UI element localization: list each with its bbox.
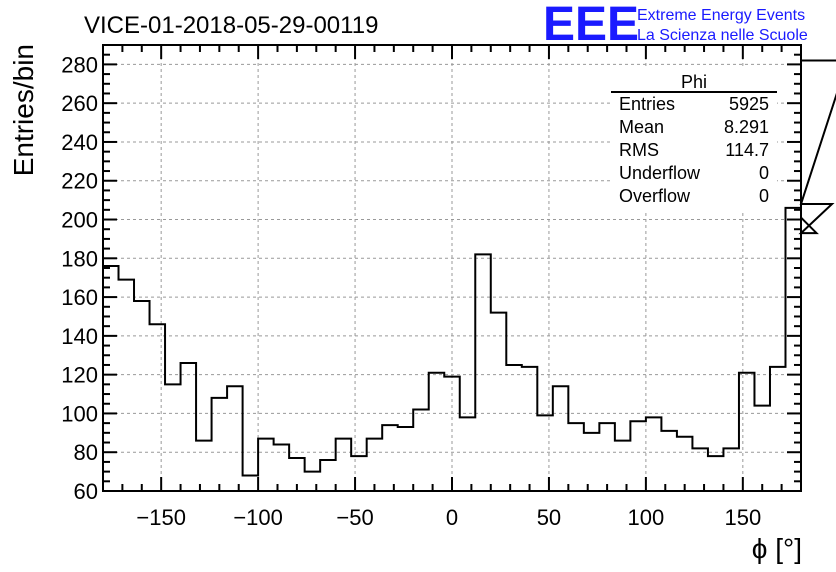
logo-line1: Extreme Energy Events: [637, 7, 805, 24]
stats-row-label: Entries: [619, 94, 675, 114]
y-tick-labels: 60 80 100 120 140 160 180 200 220 240 260 280: [61, 52, 98, 504]
x-tick-label: 0: [446, 505, 458, 530]
stats-rows: Entries 5925 Mean 8.291 RMS 114.7 Underflow 0 Ov…: [619, 94, 769, 206]
y-axis-title: Entries/bin: [8, 44, 39, 176]
y-tick-label: 280: [61, 52, 98, 77]
x-tick-label: 100: [628, 505, 665, 530]
stats-row-label: Mean: [619, 117, 664, 137]
y-tick-label: 60: [74, 479, 98, 504]
stats-row-value: 0: [759, 163, 769, 183]
y-tick-label: 240: [61, 130, 98, 155]
stats-row-value: 5925: [729, 94, 769, 114]
y-tick-label: 260: [61, 91, 98, 116]
y-tick-label: 80: [74, 440, 98, 465]
x-tick-label: −50: [336, 505, 373, 530]
stats-row-label: Overflow: [619, 186, 691, 206]
x-tick-label: −150: [136, 505, 186, 530]
eee-logo: EEE Extreme Energy Events La Scienza nel…: [543, 0, 808, 51]
chart-title: VICE-01-2018-05-29-00119: [84, 12, 378, 39]
y-tick-label: 120: [61, 363, 98, 388]
logo-mark: EEE: [543, 0, 639, 51]
y-tick-label: 160: [61, 285, 98, 310]
histogram-line: [103, 59, 836, 477]
stats-row-value: 8.291: [724, 117, 769, 137]
y-tick-label: 220: [61, 169, 98, 194]
x-tick-label: 150: [724, 505, 761, 530]
y-tick-label: 100: [61, 401, 98, 426]
x-tick-label: 50: [537, 505, 561, 530]
x-tick-labels: −150 −100 −50 0 50 100 150: [136, 505, 761, 530]
stats-row-value: 114.7: [725, 140, 769, 160]
stats-row-value: 0: [759, 186, 769, 206]
x-tick-label: −100: [233, 505, 283, 530]
x-axis-title: ϕ [°]: [752, 533, 802, 564]
stats-box: Phi Entries 5925 Mean 8.291 RMS 114.7 Underflo…: [611, 68, 777, 210]
y-tick-label: 200: [61, 208, 98, 233]
histogram-step-line: [103, 59, 836, 477]
y-tick-label: 140: [61, 324, 98, 349]
y-tick-label: 180: [61, 246, 98, 271]
axis-ticks: [102, 44, 802, 492]
stats-row-label: RMS: [619, 140, 659, 160]
stats-row-label: Underflow: [619, 163, 701, 183]
stats-box-title: Phi: [681, 72, 707, 92]
logo-line2: La Scienza nelle Scuole: [637, 27, 808, 44]
